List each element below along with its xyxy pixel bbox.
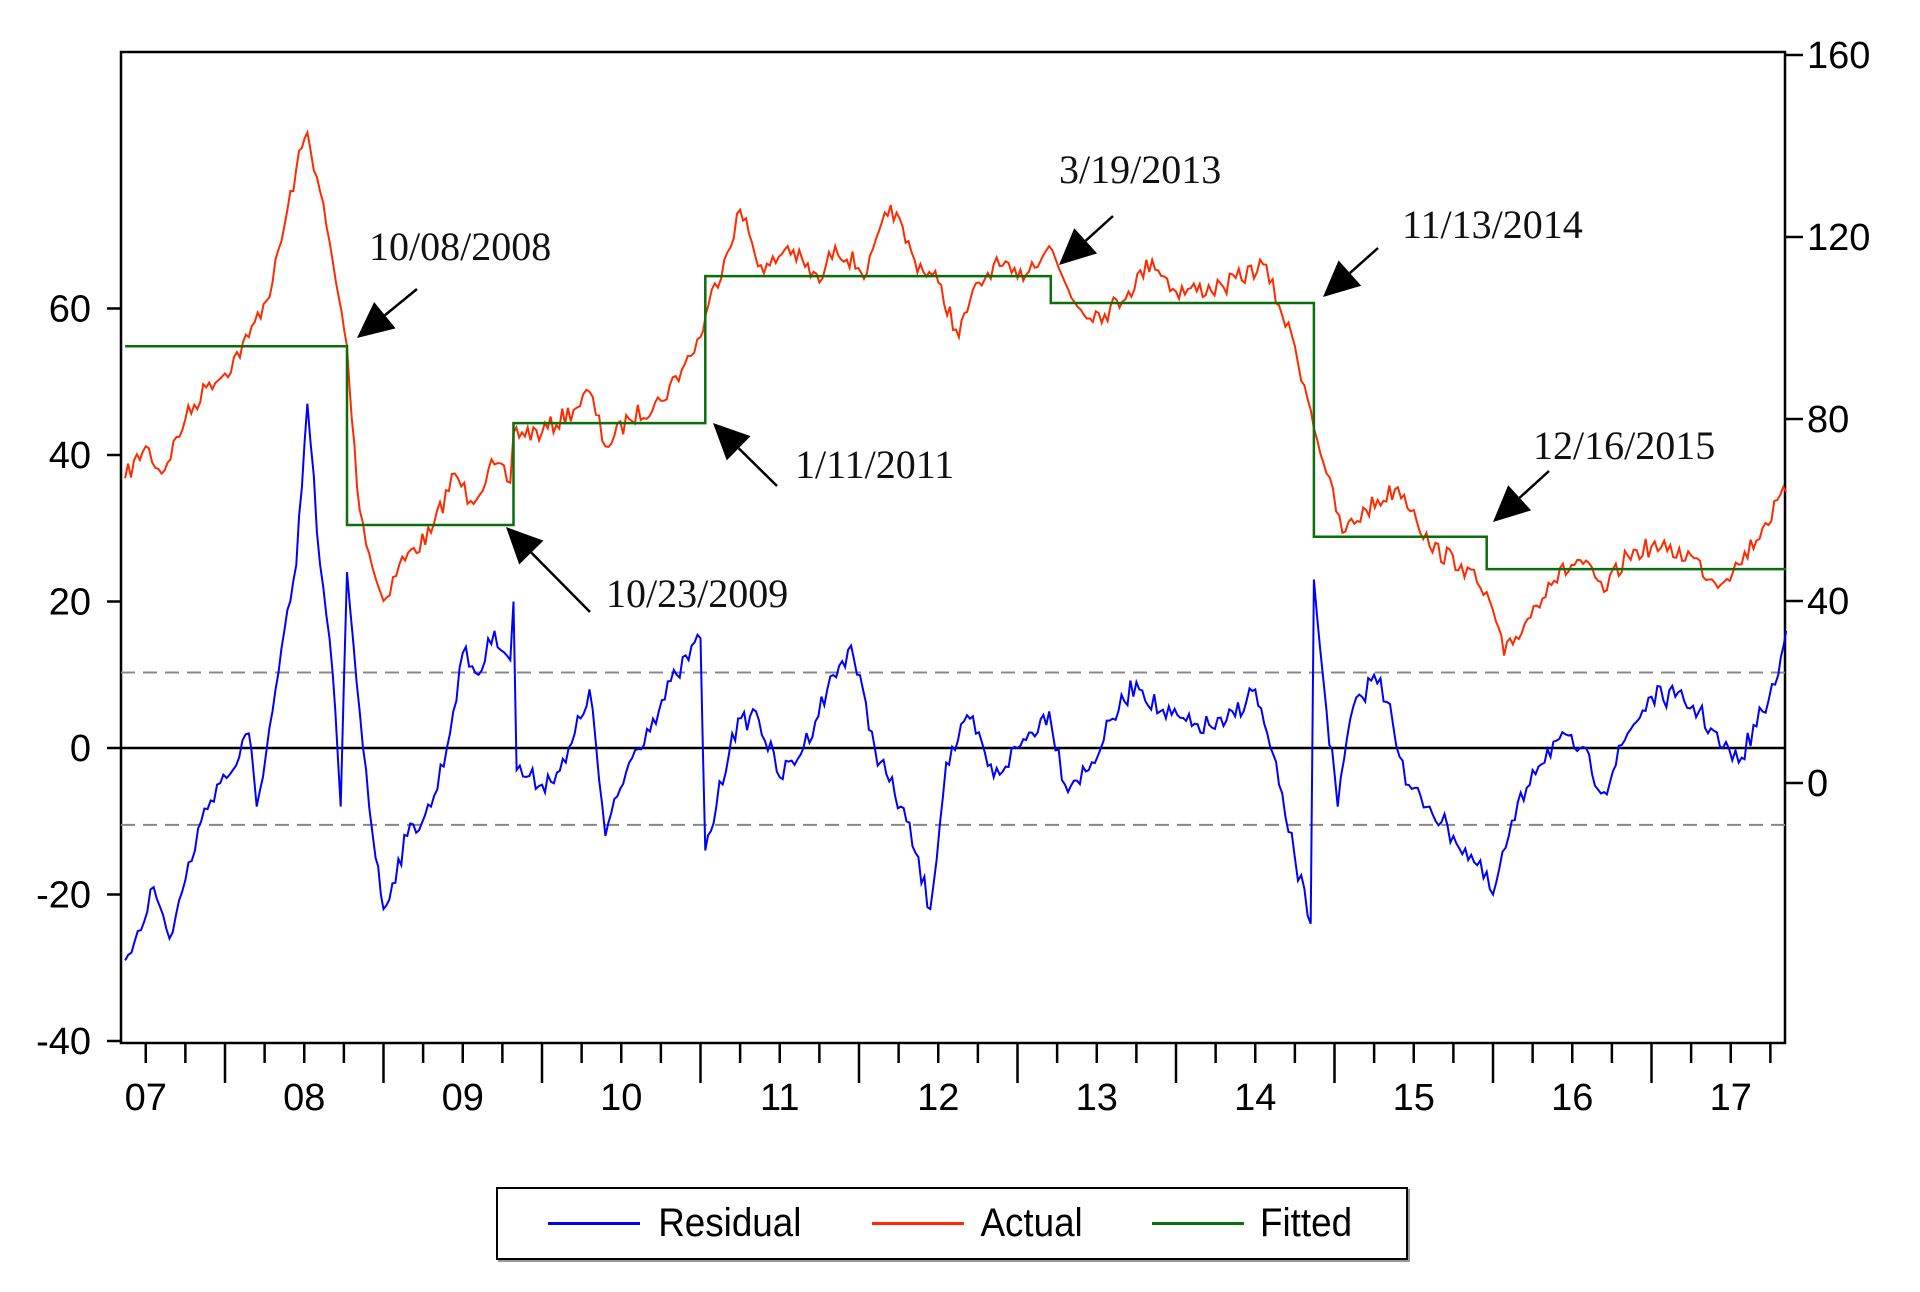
- annotation-arrow-shaft: [737, 447, 778, 487]
- left-tick-label: 60: [49, 289, 91, 331]
- legend-label: Fitted: [1259, 1201, 1352, 1245]
- annotation-date-label: 3/19/2013: [1059, 147, 1221, 192]
- x-tick-label: 17: [1710, 1077, 1752, 1119]
- legend-label: Actual: [980, 1201, 1083, 1245]
- legend-swatch-fitted: [1151, 1222, 1244, 1225]
- residual-band-lines: [121, 671, 1785, 826]
- right-y-axis: 0 40 80 120 160: [1785, 35, 1870, 805]
- right-tick-label: 0: [1807, 763, 1828, 805]
- annotation-arrow-shaft: [384, 288, 418, 317]
- annotation-arrow-shaft: [1518, 470, 1550, 499]
- annotation-date-label: 10/23/2009: [606, 571, 788, 616]
- series-fitted-line: [125, 274, 1787, 571]
- annotation: 1/11/2011: [713, 423, 954, 487]
- x-axis: 07 08 09 10 11 12 13 14 15 16 17: [125, 1043, 1772, 1119]
- arrow-head-icon: [506, 527, 544, 565]
- legend-swatch-actual: [872, 1222, 965, 1225]
- arrow-head-icon: [357, 302, 396, 338]
- annotation-arrow-shaft: [530, 551, 591, 613]
- x-tick-label: 13: [1076, 1077, 1118, 1119]
- left-tick-label: -40: [36, 1021, 91, 1063]
- arrow-head-icon: [1493, 485, 1532, 522]
- left-tick-label: -20: [36, 875, 91, 917]
- x-tick-label: 14: [1234, 1077, 1276, 1119]
- legend: Residual Actual Fitted: [496, 1187, 1408, 1260]
- legend-label: Residual: [658, 1201, 802, 1245]
- series-residual-line: [124, 403, 1788, 961]
- annotation-arrow-shaft: [1084, 215, 1114, 242]
- x-tick-label: 10: [600, 1077, 642, 1119]
- left-tick-label: 0: [70, 728, 91, 770]
- plot-frame: [119, 50, 1787, 1045]
- x-tick-label: 11: [760, 1077, 799, 1119]
- x-tick-label: 12: [917, 1077, 959, 1119]
- legend-item-residual: Residual: [548, 1201, 808, 1246]
- annotation-date-label: 10/08/2008: [369, 224, 551, 269]
- annotation: 10/23/2009: [506, 527, 788, 616]
- x-tick-label: 16: [1551, 1077, 1593, 1119]
- annotation: 3/19/2013: [1059, 147, 1221, 265]
- x-tick-label: 07: [125, 1077, 167, 1119]
- legend-item-fitted: Fitted: [1151, 1201, 1356, 1246]
- arrow-head-icon: [1059, 228, 1098, 265]
- right-tick-label: 120: [1807, 217, 1870, 259]
- legend-swatch-residual: [548, 1222, 641, 1225]
- legend-item-actual: Actual: [872, 1201, 1087, 1246]
- arrow-head-icon: [1323, 260, 1362, 297]
- right-tick-label: 160: [1807, 35, 1870, 77]
- breakpoint-annotations: 10/08/2008 10/23/2009 1/11/2011 3/19/2013 11…: [357, 147, 1715, 616]
- right-tick-label: 40: [1807, 581, 1849, 623]
- annotation: 11/13/2014: [1323, 202, 1583, 297]
- annotation-date-label: 1/11/2011: [795, 442, 954, 487]
- arrow-head-icon: [713, 423, 751, 461]
- series-layer: [124, 129, 1788, 961]
- right-tick-label: 80: [1807, 399, 1849, 441]
- series-actual-line: [124, 129, 1788, 656]
- left-tick-label: 40: [49, 435, 91, 477]
- annotation: 10/08/2008: [357, 224, 551, 338]
- x-tick-label: 15: [1393, 1077, 1435, 1119]
- annotation-arrow-shaft: [1349, 247, 1379, 274]
- annotation: 12/16/2015: [1493, 423, 1715, 522]
- annotation-date-label: 12/16/2015: [1533, 423, 1715, 468]
- left-tick-label: 20: [49, 582, 91, 624]
- x-tick-label: 08: [283, 1077, 325, 1119]
- x-tick-label: 09: [442, 1077, 484, 1119]
- left-y-axis: -40 -20 0 20 40 60: [36, 289, 121, 1063]
- annotation-date-label: 11/13/2014: [1402, 202, 1583, 247]
